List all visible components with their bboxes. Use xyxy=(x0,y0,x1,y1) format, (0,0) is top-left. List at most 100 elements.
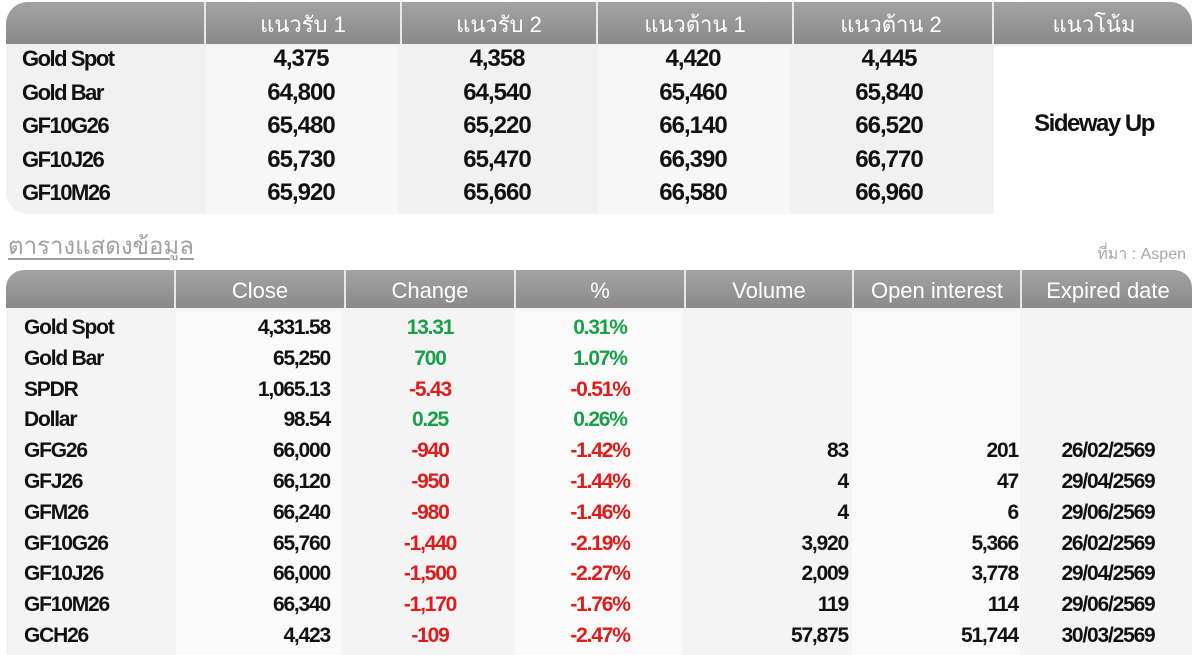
percent-value: 1.07% xyxy=(573,346,628,370)
instrument-name: Gold Bar xyxy=(22,79,104,105)
source-note: ที่มา : Aspen xyxy=(1097,246,1186,263)
resistance-2-value: 66,770 xyxy=(855,145,923,173)
change-value: -950 xyxy=(411,470,449,493)
resistance-2-value: 66,960 xyxy=(855,179,923,206)
open-interest-value: 3,778 xyxy=(971,562,1019,586)
table-row: GF10M26 66,340 -1,170 -1.76% 119 114 29/06/256… xyxy=(6,590,1192,620)
table-row: Gold Spot 4,331.58 13.31 0.31% xyxy=(6,313,1192,343)
percent-value: -2.19% xyxy=(570,531,631,555)
expired-date-value: 29/04/2569 xyxy=(1061,562,1155,586)
instrument-name: GF10M26 xyxy=(22,180,111,205)
header-close: Close xyxy=(174,270,344,308)
percent-value: -2.27% xyxy=(570,562,631,586)
instrument-name: GFJ26 xyxy=(24,470,83,493)
change-value: -940 xyxy=(411,439,449,463)
change-value: -1,500 xyxy=(403,562,458,586)
expired-date-value: 26/02/2569 xyxy=(1061,531,1155,555)
close-value: 65,250 xyxy=(272,346,331,370)
section-title: ตารางแสดงข้อมูล xyxy=(8,233,194,260)
table-row: GCH26 4,423 -109 -2.47% 57,875 51,744 30/03/25… xyxy=(6,621,1192,651)
header-percent: % xyxy=(514,270,684,308)
instrument-name: GCH26 xyxy=(24,624,89,647)
resistance-1-value: 65,460 xyxy=(659,78,727,106)
levels-row: Gold Spot 4,375 4,358 4,420 4,445 xyxy=(6,42,1192,75)
volume-value: 4 xyxy=(837,470,850,493)
percent-value: 0.26% xyxy=(573,408,628,432)
percent-value: -0.51% xyxy=(570,377,631,401)
levels-row: GF10M26 65,920 65,660 66,580 66,960 xyxy=(6,176,1192,209)
change-value: 700 xyxy=(414,346,447,370)
support-1-value: 65,730 xyxy=(267,145,335,173)
support-2-value: 65,220 xyxy=(463,112,531,139)
expired-date-value: 29/04/2569 xyxy=(1061,470,1155,493)
instrument-name: GF10M26 xyxy=(24,593,110,617)
volume-value: 119 xyxy=(817,593,849,617)
change-value: -980 xyxy=(411,500,449,524)
levels-header: แนวรับ 1 แนวรับ 2 แนวต้าน 1 แนวต้าน 2 แน… xyxy=(6,2,1192,44)
close-value: 1,065.13 xyxy=(257,377,331,401)
close-value: 65,760 xyxy=(272,531,331,555)
volume-value: 57,875 xyxy=(790,624,849,647)
resistance-1-value: 4,420 xyxy=(665,45,721,72)
volume-value: 83 xyxy=(827,439,849,463)
change-value: -1,170 xyxy=(403,593,458,617)
table-row: GFJ26 66,120 -950 -1.44% 4 47 29/04/2569 xyxy=(6,467,1192,497)
close-value: 4,423 xyxy=(283,624,331,647)
expired-date-value: 30/03/2569 xyxy=(1061,624,1155,647)
header-resistance-1: แนวต้าน 1 xyxy=(596,2,792,44)
resistance-2-value: 65,840 xyxy=(855,78,923,106)
header-support-2: แนวรับ 2 xyxy=(400,2,596,44)
close-value: 66,340 xyxy=(272,593,331,617)
header-resistance-2: แนวต้าน 2 xyxy=(792,2,988,44)
support-2-value: 65,660 xyxy=(463,179,531,206)
levels-row: GF10J26 65,730 65,470 66,390 66,770 xyxy=(6,143,1192,176)
close-value: 66,240 xyxy=(272,500,331,524)
instrument-name: Dollar xyxy=(24,408,78,432)
table-row: GFG26 66,000 -940 -1.42% 83 201 26/02/2569 xyxy=(6,436,1192,466)
percent-value: -1.76% xyxy=(570,593,631,617)
close-value: 66,120 xyxy=(272,470,331,493)
levels-row: Gold Bar 64,800 64,540 65,460 65,840 xyxy=(6,76,1192,109)
change-value: -109 xyxy=(411,624,449,647)
percent-value: 0.31% xyxy=(573,316,628,339)
market-header: Close Change % Volume Open interest Expi… xyxy=(6,270,1192,308)
levels-row: GF10G26 65,480 65,220 66,140 66,520 xyxy=(6,109,1192,142)
open-interest-value: 114 xyxy=(987,593,1019,617)
instrument-name: SPDR xyxy=(24,377,79,401)
table-row: GFM26 66,240 -980 -1.46% 4 6 29/06/2569 xyxy=(6,498,1192,528)
support-1-value: 64,800 xyxy=(267,78,335,106)
resistance-1-value: 66,140 xyxy=(659,112,727,139)
expired-date-value: 29/06/2569 xyxy=(1061,500,1155,524)
support-2-value: 4,358 xyxy=(469,45,525,72)
open-interest-value: 201 xyxy=(986,439,1020,463)
instrument-name: GF10J26 xyxy=(24,562,104,586)
open-interest-value: 51,744 xyxy=(960,624,1019,647)
instrument-name: GF10G26 xyxy=(24,531,109,555)
column-shade xyxy=(514,310,682,655)
instrument-name: Gold Spot xyxy=(22,46,115,71)
close-value: 66,000 xyxy=(272,562,331,586)
close-value: 4,331.58 xyxy=(257,316,331,339)
percent-value: -1.44% xyxy=(570,470,631,493)
percent-value: -1.42% xyxy=(570,439,631,463)
market-table: Close Change % Volume Open interest Expi… xyxy=(6,270,1192,655)
change-value: -5.43 xyxy=(409,377,452,401)
header-trend: แนวโน้ม xyxy=(992,2,1192,44)
resistance-1-value: 66,390 xyxy=(659,145,727,173)
instrument-name: Gold Bar xyxy=(24,346,104,370)
volume-value: 2,009 xyxy=(801,562,849,586)
table-row: GF10G26 65,760 -1,440 -2.19% 3,920 5,366 26/02… xyxy=(6,529,1192,559)
instrument-name: Gold Spot xyxy=(24,316,115,339)
percent-value: -2.47% xyxy=(570,624,631,647)
instrument-name: GF10J26 xyxy=(22,146,105,172)
column-shade xyxy=(598,46,790,214)
column-shade xyxy=(852,310,1020,655)
table-row: GF10J26 66,000 -1,500 -2.27% 2,009 3,778 29/04… xyxy=(6,559,1192,589)
support-2-value: 65,470 xyxy=(463,145,531,173)
close-value: 66,000 xyxy=(272,439,331,463)
change-value: 0.25 xyxy=(411,408,449,432)
header-support-1: แนวรับ 1 xyxy=(204,2,400,44)
table-row: SPDR 1,065.13 -5.43 -0.51% xyxy=(6,375,1192,405)
expired-date-value: 29/06/2569 xyxy=(1061,593,1155,617)
levels-table: แนวรับ 1 แนวรับ 2 แนวต้าน 1 แนวต้าน 2 แน… xyxy=(6,2,1192,214)
